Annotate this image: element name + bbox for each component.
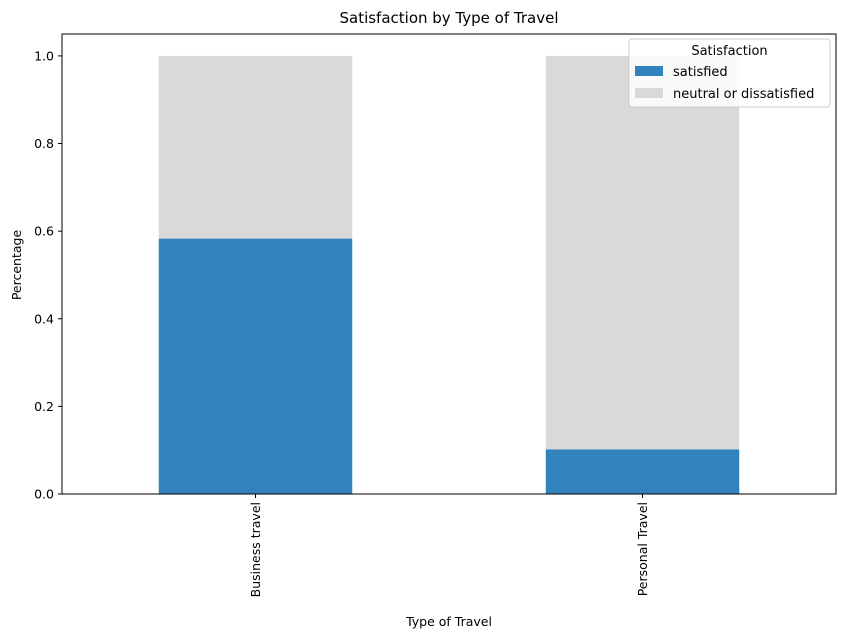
legend-box [628,38,831,108]
bar-neutral-dissatisfied-0 [158,55,353,239]
chart-title: Satisfaction by Type of Travel [339,9,558,27]
legend-swatch [635,66,663,76]
x-tick-label: Business travel [248,502,263,597]
legend: Satisfaction satisfied neutral or dissatis… [628,38,831,108]
y-tick-label: 0.4 [34,311,54,326]
x-tick-label: Personal Travel [635,502,650,596]
x-axis-label: Type of Travel [405,614,492,629]
bar-satisfied-0 [158,238,353,494]
legend-swatch [635,88,663,98]
y-tick-label: 0.0 [34,487,54,502]
plot-frame [61,33,837,495]
bar-neutral-dissatisfied-1 [545,55,740,450]
y-tick-label: 0.6 [34,224,54,239]
bar-satisfied-1 [545,449,740,494]
legend-title: Satisfaction [691,44,767,59]
y-tick-label: 0.2 [34,399,54,414]
legend-label: satisfied [673,65,728,80]
y-tick-label: 0.8 [34,136,54,151]
y-axis-label: Percentage [9,230,24,301]
axes-layer: 0.0 0.2 0.4 0.6 0.8 1.0 Business travel Persona… [34,33,837,597]
legend-label: neutral or dissatisfied [673,87,814,102]
bars-layer [158,55,740,494]
y-tick-label: 1.0 [34,48,54,63]
